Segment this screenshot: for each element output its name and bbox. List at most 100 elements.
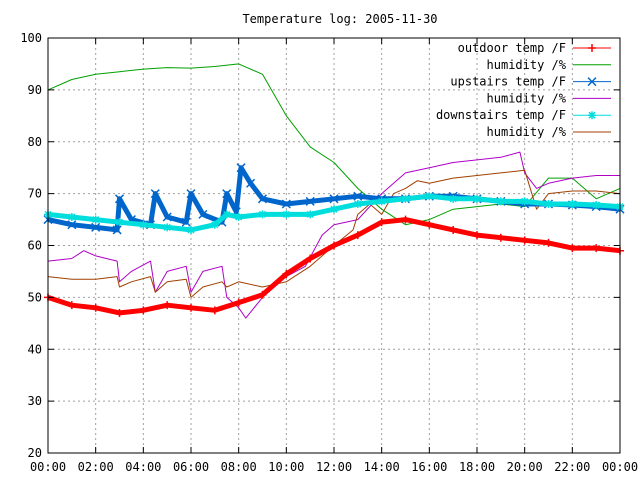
data-point bbox=[353, 191, 363, 201]
data-point bbox=[163, 223, 172, 232]
data-point bbox=[163, 301, 172, 310]
data-point bbox=[258, 210, 267, 219]
x-tick-label: 12:00 bbox=[316, 460, 352, 474]
data-point bbox=[181, 217, 191, 227]
y-tick-label: 70 bbox=[28, 187, 42, 201]
data-point bbox=[544, 200, 553, 208]
data-point bbox=[306, 210, 315, 219]
data-point bbox=[329, 194, 339, 204]
data-point bbox=[568, 200, 577, 208]
data-point bbox=[282, 270, 291, 279]
x-axis: 00:00 02:00 04:00 06:00 08:00 10:00 12:00 14:00… bbox=[30, 38, 638, 474]
x-tick-label: 14:00 bbox=[364, 460, 400, 474]
legend-marker bbox=[588, 44, 596, 52]
data-point bbox=[187, 303, 195, 312]
x-tick-label: 22:00 bbox=[554, 460, 590, 474]
series-1 bbox=[47, 63, 621, 226]
data-point bbox=[187, 225, 195, 234]
data-point bbox=[592, 244, 601, 253]
data-point bbox=[257, 194, 268, 204]
data-point bbox=[496, 233, 505, 242]
y-tick-label: 50 bbox=[28, 290, 42, 304]
data-point bbox=[449, 194, 458, 203]
x-tick-label: 00:00 bbox=[30, 460, 66, 474]
legend-label: humidity /% bbox=[487, 58, 567, 72]
data-point bbox=[377, 197, 386, 206]
data-point bbox=[234, 298, 243, 307]
y-tick-label: 90 bbox=[28, 83, 42, 97]
data-point bbox=[305, 196, 315, 206]
data-point bbox=[449, 225, 458, 234]
grid bbox=[48, 38, 620, 453]
chart-title: Temperature log: 2005-11-30 bbox=[242, 12, 437, 26]
data-point bbox=[330, 241, 338, 250]
legend-marker bbox=[588, 111, 596, 120]
data-point bbox=[520, 197, 529, 206]
data-point bbox=[67, 220, 77, 230]
data-point bbox=[139, 306, 148, 315]
x-tick-label: 20:00 bbox=[507, 460, 543, 474]
data-point bbox=[234, 212, 243, 221]
y-tick-label: 100 bbox=[20, 31, 42, 45]
data-point bbox=[222, 189, 232, 199]
data-point bbox=[236, 163, 246, 173]
data-point bbox=[115, 308, 124, 317]
data-point bbox=[496, 197, 505, 206]
data-point bbox=[330, 205, 338, 214]
data-point bbox=[568, 244, 577, 253]
y-tick-label: 30 bbox=[28, 394, 42, 408]
data-point bbox=[112, 225, 122, 235]
data-point bbox=[401, 215, 410, 224]
data-point bbox=[150, 189, 160, 199]
data-point bbox=[282, 210, 291, 219]
series-layer bbox=[43, 63, 625, 319]
x-tick-label: 02:00 bbox=[78, 460, 114, 474]
series-4 bbox=[44, 192, 624, 234]
series-5 bbox=[47, 169, 621, 298]
legend-label: downstairs temp /F bbox=[436, 108, 566, 122]
data-point bbox=[210, 306, 219, 315]
y-tick-label: 60 bbox=[28, 239, 42, 253]
data-point bbox=[246, 178, 256, 188]
series-line bbox=[47, 63, 621, 226]
data-point bbox=[114, 194, 125, 204]
data-point bbox=[139, 220, 148, 229]
y-axis: 20 30 40 50 60 70 80 90 100 bbox=[20, 31, 620, 460]
data-point bbox=[162, 212, 172, 222]
data-point bbox=[115, 218, 124, 227]
x-tick-label: 04:00 bbox=[125, 460, 161, 474]
data-point bbox=[473, 231, 481, 240]
data-point bbox=[281, 199, 291, 209]
data-point bbox=[425, 192, 434, 201]
x-tick-label: 06:00 bbox=[173, 460, 209, 474]
series-0 bbox=[44, 215, 624, 317]
series-line bbox=[47, 169, 621, 298]
x-tick-label: 00:00 bbox=[602, 460, 638, 474]
data-point bbox=[222, 210, 231, 219]
data-point bbox=[186, 189, 196, 199]
data-point bbox=[377, 218, 386, 227]
data-point bbox=[353, 200, 362, 208]
data-point bbox=[91, 222, 101, 232]
data-point bbox=[401, 194, 410, 203]
data-point bbox=[473, 194, 481, 203]
y-tick-label: 20 bbox=[28, 446, 42, 460]
legend-label: outdoor temp /F bbox=[458, 41, 566, 55]
y-tick-label: 40 bbox=[28, 342, 42, 356]
data-point bbox=[210, 220, 219, 229]
legend-label: humidity /% bbox=[487, 125, 567, 139]
data-point bbox=[91, 215, 100, 224]
legend-marker bbox=[587, 77, 597, 87]
data-point bbox=[306, 254, 315, 263]
legend-label: upstairs temp /F bbox=[450, 75, 566, 89]
data-point bbox=[198, 209, 208, 219]
x-tick-label: 08:00 bbox=[221, 460, 257, 474]
y-tick-label: 80 bbox=[28, 135, 42, 149]
data-point bbox=[425, 220, 434, 229]
data-point bbox=[353, 231, 362, 240]
data-point bbox=[67, 301, 76, 310]
legend: outdoor temp /F humidity /% upstairs temp … bbox=[436, 41, 611, 139]
data-point bbox=[592, 201, 601, 210]
x-tick-label: 18:00 bbox=[459, 460, 495, 474]
